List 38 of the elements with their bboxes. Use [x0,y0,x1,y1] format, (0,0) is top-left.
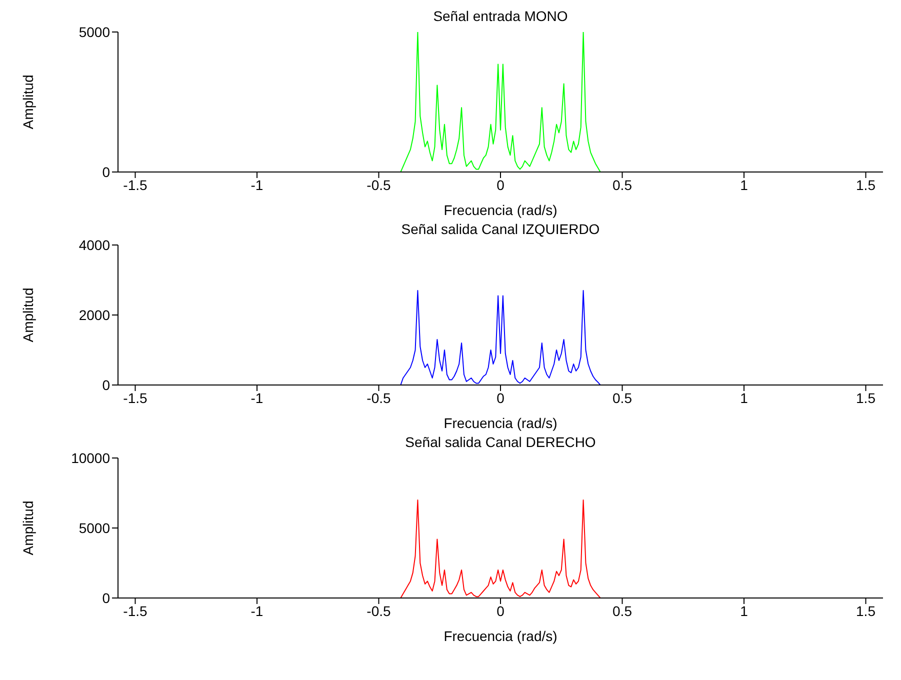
y-axis-title: Amplitud [20,288,36,342]
x-tick-label: 0 [496,390,505,406]
x-tick-label: 0.5 [612,602,632,619]
x-tick-label: -1.5 [123,390,148,406]
y-axis-title: Amplitud [20,500,36,556]
y-tick-label: 0 [102,590,110,606]
x-tick-label: 1.5 [856,176,876,193]
x-tick-label: 1.5 [856,390,876,406]
x-axis-title: Frecuencia (rad/s) [444,628,558,644]
y-tick-label: 5000 [78,24,110,40]
x-tick-label: -1 [250,602,264,619]
y-tick-label: 0 [102,376,110,393]
x-axis-title: Frecuencia (rad/s) [444,202,558,218]
x-tick-label: -1.5 [123,176,148,193]
x-tick-label: 0 [496,176,505,193]
x-tick-label: 0.5 [612,176,632,193]
y-tick-label: 0 [102,164,110,180]
x-tick-label: 0.5 [612,390,632,406]
y-tick-label: 2000 [78,306,110,323]
x-tick-label: -0.5 [366,390,392,406]
x-tick-label: -0.5 [366,602,392,619]
x-axis-title: Frecuencia (rad/s) [444,415,558,431]
x-tick-label: -1 [250,176,264,193]
x-tick-label: -1 [250,390,264,406]
y-tick-label: 10000 [71,450,110,466]
chart-title: Señal salida Canal DERECHO [404,434,597,452]
chart-title: Señal entrada MONO [432,8,569,26]
x-tick-label: 1.5 [856,602,876,619]
chart-title: Señal salida Canal IZQUIERDO [400,221,601,239]
x-tick-label: -1.5 [123,602,148,619]
x-tick-label: 1 [740,602,748,619]
x-tick-label: 1 [740,176,748,193]
x-tick-label: 1 [740,390,748,406]
y-axis-title: Amplitud [20,74,36,130]
x-tick-label: -0.5 [366,176,392,193]
x-tick-label: 0 [496,602,505,619]
y-tick-label: 4000 [78,236,110,253]
y-tick-label: 5000 [78,520,110,536]
